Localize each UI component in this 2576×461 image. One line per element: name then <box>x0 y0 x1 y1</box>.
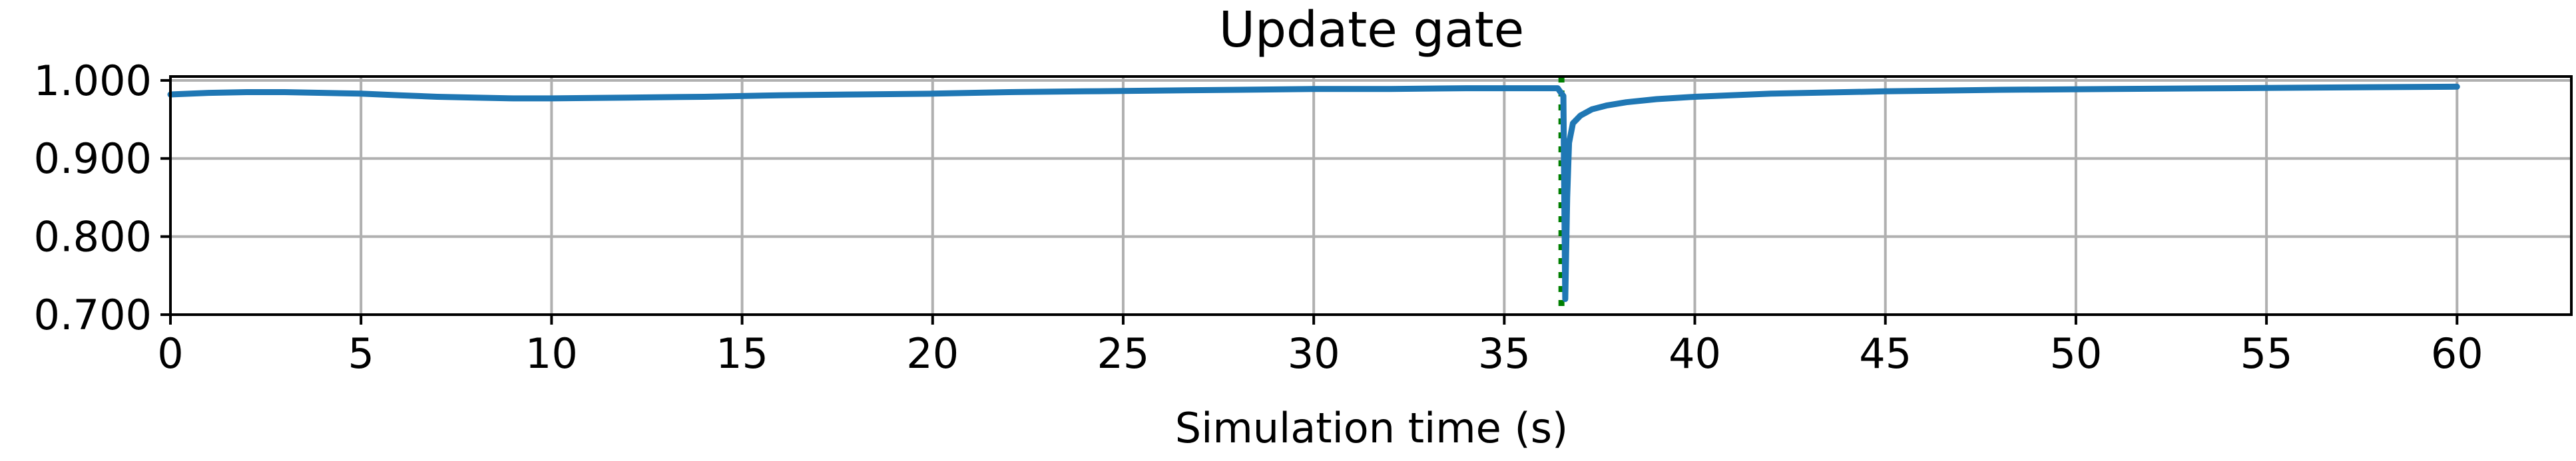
y-tick-label: 0.700 <box>34 291 152 339</box>
x-tick-label: 60 <box>2431 329 2483 378</box>
plot-frame <box>169 75 2573 316</box>
x-axis-label: Simulation time (s) <box>1175 404 1568 452</box>
x-tick-label: 5 <box>348 329 374 378</box>
chart-title: Update gate <box>1219 1 1524 59</box>
x-tick-label: 25 <box>1097 329 1149 378</box>
x-tick-label: 45 <box>1859 329 1912 378</box>
x-tick-label: 55 <box>2240 329 2293 378</box>
x-tick-label: 15 <box>716 329 768 378</box>
x-axis-ticks: 0 5 10 15 20 25 30 35 40 45 50 55 60 <box>157 315 2483 378</box>
x-tick-label: 0 <box>157 329 183 378</box>
series-lines <box>167 83 2460 302</box>
x-tick-label: 35 <box>1478 329 1531 378</box>
y-axis-ticks: 0.700 0.800 0.900 1.000 <box>34 57 170 339</box>
x-tick-label: 40 <box>1669 329 1721 378</box>
y-tick-label: 1.000 <box>34 57 152 105</box>
x-tick-label: 50 <box>2049 329 2102 378</box>
grid-lines <box>169 77 2571 316</box>
y-tick-label: 0.800 <box>34 213 152 261</box>
x-tick-label: 30 <box>1288 329 1340 378</box>
x-tick-label: 20 <box>906 329 959 378</box>
y-tick-label: 0.900 <box>34 134 152 183</box>
update-gate-series-line <box>167 83 2460 302</box>
x-tick-label: 10 <box>525 329 578 378</box>
